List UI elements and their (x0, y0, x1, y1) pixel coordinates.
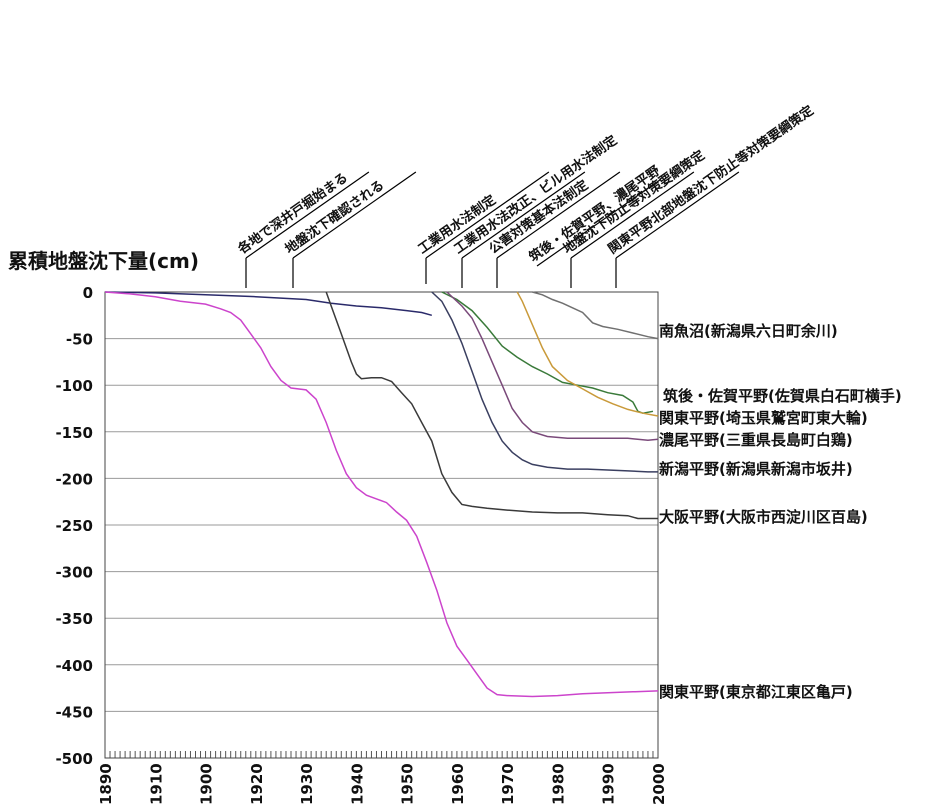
series-label: 南魚沼(新潟県六日町余川) (659, 322, 838, 340)
series-line (325, 291, 658, 520)
x-axis-labels: 1890 1910 1900 1920 1930 1940 1950 1960 1970 1980… (97, 763, 668, 805)
plot-frame (104, 291, 659, 759)
x-tick-label: 1990 (600, 763, 618, 805)
series-line (532, 291, 659, 340)
x-tick-label: 1930 (298, 763, 316, 805)
y-tick-label: -400 (55, 657, 93, 675)
series-line (431, 291, 658, 473)
y-axis-title: 累積地盤沈下量(cm) (8, 249, 199, 273)
y-tick-label: 0 (83, 284, 93, 302)
y-tick-label: -100 (55, 377, 93, 395)
series-line (446, 291, 659, 441)
x-tick-label: 1890 (97, 763, 115, 805)
x-tick-label: 1960 (449, 763, 467, 805)
series-line (104, 291, 433, 317)
y-tick-label: -450 (55, 703, 93, 721)
y-tick-label: -250 (55, 517, 93, 535)
event-leader (461, 171, 586, 259)
series-label: 新潟平野(新潟県新潟市坂井) (659, 460, 853, 478)
x-tick-label: 2000 (650, 763, 668, 805)
y-tick-label: -50 (66, 331, 93, 349)
y-tick-label: -200 (55, 470, 93, 488)
x-tick-label: 1920 (248, 763, 266, 805)
y-axis-labels: 0 -50 -100 -150 -200 -250 -300 -350 -400 -450 -500 (55, 284, 93, 768)
x-tick-label: 1900 (198, 763, 216, 805)
event-leader (245, 171, 370, 259)
x-tick-label: 1970 (499, 763, 517, 805)
x-tick-label: 1980 (549, 763, 567, 805)
y-tick-label: -350 (55, 610, 93, 628)
event-leader (292, 171, 417, 259)
series-label: 大阪平野(大阪市西淀川区百島) (659, 508, 868, 526)
series-lines (104, 291, 659, 698)
y-tick-label: -150 (55, 424, 93, 442)
series-labels: 南魚沼(新潟県六日町余川) 筑後・佐賀平野(佐賀県白石町横手) 関東平野(埼玉県鷲宮… (659, 322, 902, 701)
series-line (516, 291, 659, 417)
series-line (104, 291, 659, 698)
x-tick-label: 1950 (399, 763, 417, 805)
x-tick-label: 1910 (147, 763, 165, 805)
gridlines (105, 291, 658, 759)
x-tick-label: 1940 (348, 763, 366, 805)
y-tick-label: -500 (55, 750, 93, 768)
series-line (441, 291, 654, 414)
event-leader (536, 179, 661, 267)
series-label: 濃尾平野(三重県長島町白鶏) (659, 431, 853, 449)
series-label: 関東平野(埼玉県鷲宮町東大輪) (659, 409, 868, 427)
event-leader (570, 171, 695, 259)
x-axis-ticks (104, 751, 659, 758)
event-leader (425, 171, 550, 259)
event-leader (615, 171, 740, 259)
y-tick-label: -300 (55, 564, 93, 582)
series-label: 関東平野(東京都江東区亀戸) (659, 683, 853, 701)
event-leader (496, 171, 621, 259)
series-label: 筑後・佐賀平野(佐賀県白石町横手) (662, 387, 902, 405)
